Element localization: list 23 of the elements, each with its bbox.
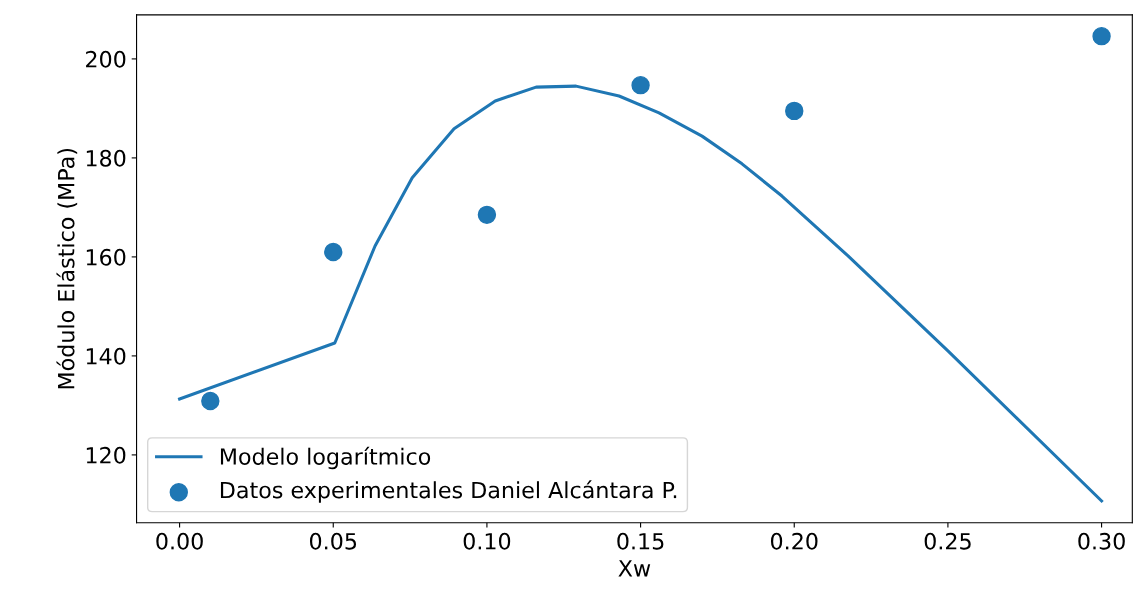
point <box>201 391 220 411</box>
y-tick-label: 120 <box>86 446 126 464</box>
x-axis-title: Xw <box>618 560 651 577</box>
x-tick-label: 0.05 <box>309 532 357 550</box>
y-axis-title: Módulo Elástico (MPa) <box>56 148 78 389</box>
x-tick-label: 0.00 <box>156 532 203 550</box>
legend-label: Modelo logarítmico <box>220 446 431 470</box>
y-tick-label: 180 <box>86 149 126 167</box>
line-series <box>178 84 1104 503</box>
x-tick-label: 0.20 <box>770 532 818 550</box>
point <box>785 101 804 121</box>
y-tick-label: 160 <box>86 248 126 266</box>
point <box>324 242 343 262</box>
y-tick-label: 200 <box>86 50 126 68</box>
x-tick-label: 0.10 <box>463 532 511 550</box>
x-tick-label: 0.30 <box>1078 532 1125 550</box>
point <box>631 75 650 95</box>
point <box>1092 26 1111 46</box>
x-tick-label: 0.25 <box>924 532 971 550</box>
legend-label: Datos experimentales Daniel Alcántara P. <box>220 480 677 503</box>
x-tick-label: 0.15 <box>617 532 664 550</box>
point <box>477 205 497 225</box>
y-tick-label: 140 <box>86 347 126 365</box>
